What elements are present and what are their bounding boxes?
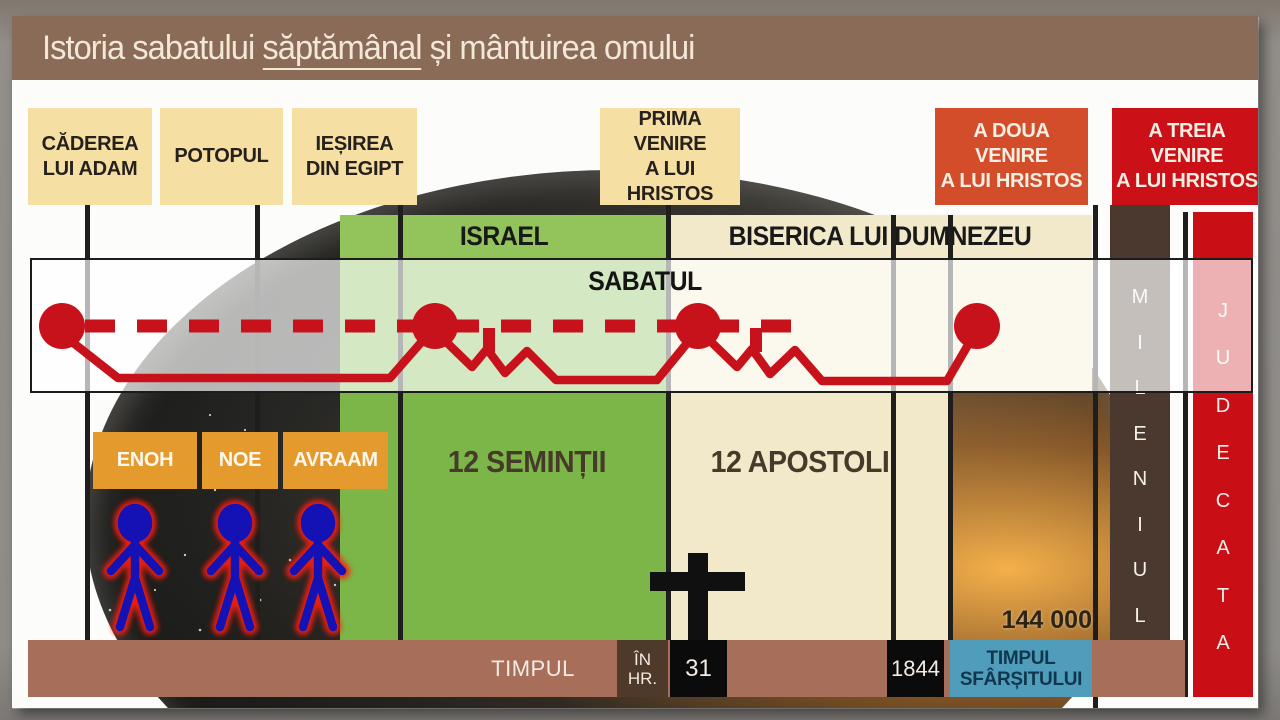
event-line-third-coming	[1183, 212, 1188, 697]
sabbath-solid-line-3	[698, 328, 979, 386]
sabbath-node-exodus	[412, 303, 458, 349]
figure-avraam	[289, 503, 347, 632]
event-line-1844	[891, 215, 896, 697]
title-part1: Istoria sabatului	[42, 28, 263, 67]
sabbath-node-creation	[39, 303, 85, 349]
figure-body-layer	[106, 503, 347, 632]
title-underlined-word: săptămânal	[262, 28, 423, 70]
presentation-slide: Istoria sabatului săptămânal și mântuire…	[12, 16, 1258, 708]
event-box-flood: POTOPUL	[160, 108, 283, 205]
patriarch-box-noe: NOE	[202, 432, 278, 489]
patriarch-figures	[103, 500, 350, 635]
end-time-line1: TIMPUL	[986, 647, 1056, 669]
end-time-box: TIMPUL SFÂRȘITULUI	[950, 640, 1092, 697]
band-label-israel: ISRAEL	[459, 221, 549, 251]
sabbath-solid-line-1	[59, 327, 436, 383]
event-label-line2: A LUI HRISTOS	[626, 157, 714, 205]
year-31-text: 31	[685, 654, 712, 682]
event-box-fall-of-adam: CĂDEREA LUI ADAM	[28, 108, 152, 205]
sabbath-node-end-time	[954, 303, 1000, 349]
sealed-count-label: 144 000	[1001, 606, 1092, 634]
event-label-line1: PRIMA VENIRE	[633, 107, 707, 155]
in-christ-line2: HR.	[627, 668, 658, 688]
in-christ-line1: ÎN	[634, 649, 651, 669]
time-label-text: TIMPUL	[491, 655, 575, 681]
group-label-apostles: 12 APOSTOLI	[710, 444, 890, 479]
event-label-line2: DIN EGIPT	[305, 157, 404, 180]
event-box-first-coming: PRIMA VENIRE A LUI HRISTOS	[600, 108, 740, 205]
in-christ-box: ÎN HR.	[617, 640, 668, 697]
event-box-exodus: IEȘIREA DIN EGIPT	[292, 108, 417, 205]
event-line-exodus	[398, 205, 403, 697]
event-box-second-coming: A DOUA VENIRE A LUI HRISTOS	[935, 108, 1088, 205]
slide-title: Istoria sabatului săptămânal și mântuire…	[42, 28, 696, 70]
event-label-line1: IEȘIREA	[315, 132, 394, 155]
patriarch-box-avraam: AVRAAM	[283, 432, 388, 489]
event-label-line1: A DOUA VENIRE	[973, 120, 1050, 167]
israel-band-region	[340, 215, 668, 258]
event-line-adam	[85, 205, 90, 697]
cross-icon	[650, 553, 745, 645]
patriarch-box-enoh: ENOH	[93, 432, 197, 489]
figure-enoh	[106, 503, 164, 632]
event-label-line1: CĂDEREA	[41, 132, 139, 155]
event-line-second-coming	[1093, 205, 1098, 708]
sabbath-node-first-coming	[675, 303, 721, 349]
year-31-box: 31	[670, 640, 727, 697]
year-1844-text: 1844	[891, 655, 940, 681]
event-label-line1: A TREIA VENIRE	[1148, 120, 1226, 167]
sabbath-label: SABATUL	[588, 266, 702, 296]
title-bar: Istoria sabatului săptămânal și mântuire…	[12, 16, 1258, 80]
event-label-line1: POTOPUL	[174, 145, 269, 167]
year-1844-box: 1844	[887, 640, 944, 697]
band-label-church: BISERICA LUI DUMNEZEU	[728, 221, 1032, 251]
event-label-line2: LUI ADAM	[42, 157, 138, 180]
group-label-tribes: 12 SEMINȚII	[447, 444, 607, 479]
sabbath-overlay-box	[30, 258, 1253, 393]
figure-noe	[206, 503, 264, 632]
event-label-line2: A LUI HRISTOS	[1116, 170, 1258, 192]
event-box-third-coming: A TREIA VENIRE A LUI HRISTOS	[1112, 108, 1258, 205]
sabbath-line-chart	[39, 303, 1000, 645]
sabbath-solid-line-2	[433, 328, 701, 385]
event-label-line2: A LUI HRISTOS	[940, 170, 1083, 192]
event-line-first-coming	[666, 205, 671, 697]
title-part2: și mântuirea omului	[421, 28, 696, 67]
end-time-line2: SFÂRȘITULUI	[959, 668, 1083, 690]
event-line-end-time	[948, 215, 953, 697]
time-label: TIMPUL	[433, 640, 633, 697]
